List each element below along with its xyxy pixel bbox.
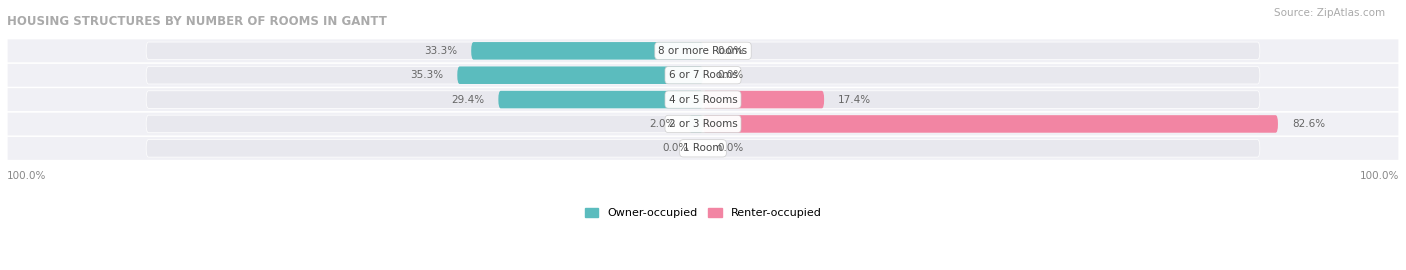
Text: 100.0%: 100.0% (1360, 171, 1399, 181)
FancyBboxPatch shape (689, 115, 703, 133)
Text: 1 Room: 1 Room (683, 143, 723, 153)
FancyBboxPatch shape (146, 66, 1260, 84)
Text: 8 or more Rooms: 8 or more Rooms (658, 46, 748, 56)
Text: 33.3%: 33.3% (425, 46, 457, 56)
Text: 2 or 3 Rooms: 2 or 3 Rooms (669, 119, 737, 129)
Text: 0.0%: 0.0% (662, 143, 689, 153)
Text: 2.0%: 2.0% (648, 119, 675, 129)
Text: 0.0%: 0.0% (717, 70, 744, 80)
Text: 100.0%: 100.0% (7, 171, 46, 181)
FancyBboxPatch shape (146, 91, 1260, 108)
Legend: Owner-occupied, Renter-occupied: Owner-occupied, Renter-occupied (585, 208, 821, 218)
FancyBboxPatch shape (471, 42, 703, 60)
FancyBboxPatch shape (7, 136, 1399, 160)
FancyBboxPatch shape (703, 115, 1278, 133)
FancyBboxPatch shape (7, 87, 1399, 112)
FancyBboxPatch shape (703, 91, 824, 108)
FancyBboxPatch shape (146, 140, 1260, 157)
Text: 6 or 7 Rooms: 6 or 7 Rooms (669, 70, 737, 80)
FancyBboxPatch shape (457, 66, 703, 84)
Text: 0.0%: 0.0% (717, 46, 744, 56)
FancyBboxPatch shape (146, 42, 1260, 60)
Text: 35.3%: 35.3% (411, 70, 443, 80)
Text: 0.0%: 0.0% (717, 143, 744, 153)
FancyBboxPatch shape (7, 63, 1399, 87)
Text: Source: ZipAtlas.com: Source: ZipAtlas.com (1274, 8, 1385, 18)
Text: 4 or 5 Rooms: 4 or 5 Rooms (669, 94, 737, 104)
FancyBboxPatch shape (146, 115, 1260, 133)
Text: 82.6%: 82.6% (1292, 119, 1324, 129)
FancyBboxPatch shape (498, 91, 703, 108)
Text: HOUSING STRUCTURES BY NUMBER OF ROOMS IN GANTT: HOUSING STRUCTURES BY NUMBER OF ROOMS IN… (7, 15, 387, 28)
Text: 29.4%: 29.4% (451, 94, 485, 104)
FancyBboxPatch shape (7, 112, 1399, 136)
FancyBboxPatch shape (7, 39, 1399, 63)
Text: 17.4%: 17.4% (838, 94, 872, 104)
